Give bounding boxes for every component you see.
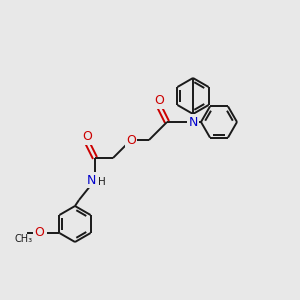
Text: N: N: [86, 173, 96, 187]
Text: O: O: [126, 134, 136, 146]
Text: N: N: [188, 116, 198, 128]
Text: H: H: [98, 177, 106, 187]
Text: CH₃: CH₃: [14, 234, 32, 244]
Text: O: O: [154, 94, 164, 107]
Text: O: O: [34, 226, 44, 239]
Text: O: O: [82, 130, 92, 143]
